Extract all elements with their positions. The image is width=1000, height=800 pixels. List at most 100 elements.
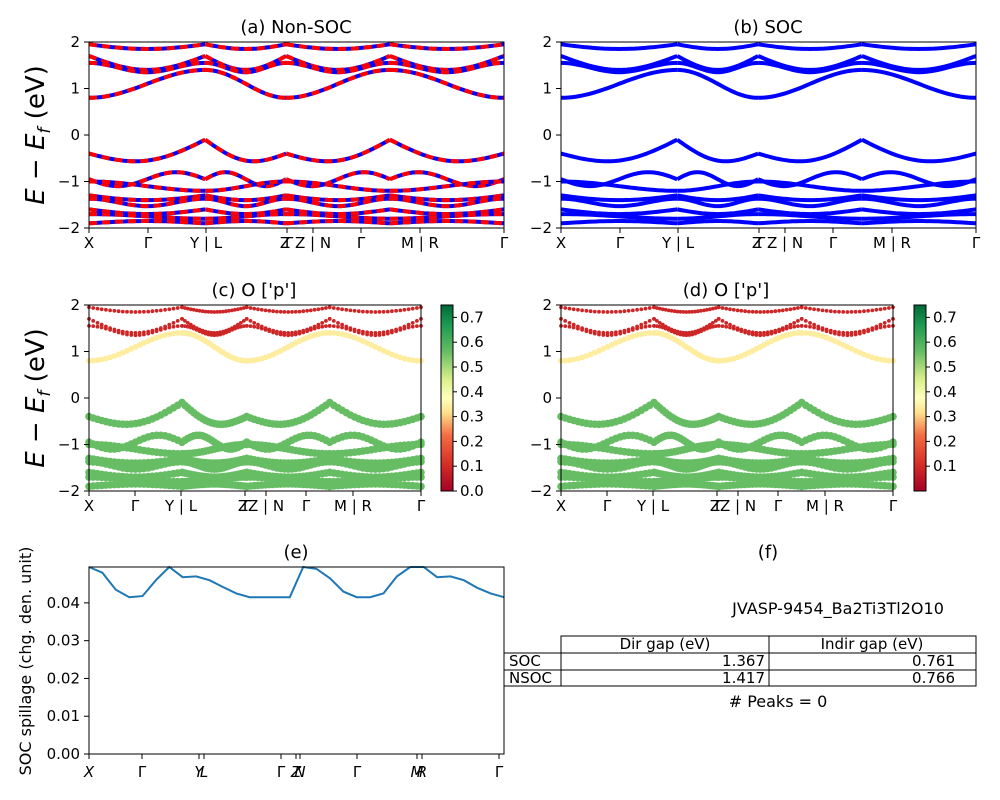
band-line-dashed	[389, 67, 505, 100]
projection-dot	[639, 325, 644, 330]
projection-dot	[808, 324, 812, 329]
xtick-label: Γ	[715, 497, 724, 515]
band-line-dashed	[389, 207, 505, 217]
panel-c-yticks: 2 1 0 −1 −2	[58, 296, 89, 500]
cbar-tick-label: 0.2	[460, 432, 484, 450]
band-line-dashed	[88, 207, 206, 217]
cbar-tick-label: 0.6	[460, 333, 484, 351]
projection-dot	[747, 309, 751, 314]
projection-dot	[796, 319, 800, 323]
projection-dot	[120, 309, 125, 314]
projection-dot	[326, 330, 333, 336]
band-line-dashed	[205, 212, 287, 221]
projection-dot	[398, 328, 403, 332]
xtick-label: Γ	[357, 234, 366, 252]
projection-dot	[259, 326, 264, 331]
projection-dot	[630, 308, 635, 313]
projection-dot	[639, 322, 644, 327]
projection-dot	[188, 322, 193, 327]
projection-dot	[841, 333, 846, 337]
xtick-label: X	[84, 497, 94, 515]
projection-dot	[735, 328, 740, 332]
projection-dot	[849, 310, 854, 314]
colorbar-d-ticks: 0.7 0.6 0.5 0.4 0.3 0.2 0.1	[926, 308, 957, 475]
projection-dot	[390, 309, 394, 314]
band-line	[676, 138, 759, 164]
projection-dot	[773, 330, 778, 335]
band-line-dashed	[88, 42, 206, 52]
xtick-label: Y | L	[661, 234, 695, 252]
projection-dot	[120, 331, 125, 336]
projection-dot	[713, 306, 718, 310]
projection-dot	[212, 333, 217, 338]
row-soc-dir: 1.367	[722, 652, 765, 670]
projection-dot	[191, 307, 196, 312]
peaks-count: # Peaks = 0	[729, 692, 828, 711]
projection-dot	[614, 332, 618, 337]
band-line	[861, 196, 977, 209]
projection-dot	[678, 309, 683, 314]
band-line	[758, 179, 862, 193]
projection-dot	[99, 307, 104, 312]
projection-dot	[108, 328, 112, 332]
ytick-label: 0.03	[47, 632, 80, 650]
projection-dot	[792, 306, 797, 311]
projection-dot	[259, 307, 264, 312]
projection-dot	[142, 309, 146, 314]
ytick-label: 0	[542, 389, 552, 407]
band-line-dashed	[285, 54, 391, 72]
spillage-line	[88, 565, 505, 599]
projection-dot	[862, 330, 866, 335]
band-line-dashed	[389, 193, 505, 203]
band-line	[676, 42, 759, 52]
projection-dot	[705, 326, 709, 331]
projection-dot	[710, 321, 715, 325]
projection-dot	[385, 309, 390, 314]
band-line	[560, 42, 678, 52]
band-line	[757, 219, 863, 226]
band-line	[676, 170, 760, 189]
band-line-dashed	[389, 212, 504, 221]
projection-dot	[244, 324, 249, 328]
projection-dot	[175, 319, 180, 323]
projection-dot	[646, 330, 653, 336]
band-line	[677, 67, 759, 100]
projection-dot	[206, 309, 211, 314]
cbar-tick-label: 0.4	[933, 383, 957, 401]
band-line-dashed	[286, 179, 390, 193]
band-line	[861, 219, 977, 226]
projection-dot	[271, 309, 275, 314]
projection-dot	[716, 317, 721, 321]
projection-dot	[180, 324, 184, 328]
projection-dot	[278, 309, 283, 314]
projection-dot	[324, 319, 328, 323]
projection-dot	[605, 310, 610, 314]
xtick-label: Z	[280, 234, 290, 252]
projection-dot	[365, 309, 369, 314]
projection-dot	[870, 328, 875, 332]
projection-dot	[663, 307, 668, 312]
band-line-dashed	[205, 196, 287, 209]
cbar-tick-label: 0.0	[460, 482, 484, 500]
projection-dot	[716, 324, 721, 328]
panel-d-dots	[557, 305, 897, 491]
projection-dot	[862, 309, 866, 314]
projection-dot	[203, 331, 208, 336]
band-line	[676, 54, 760, 72]
projection-dot	[724, 306, 729, 311]
xtick-label: Γ	[353, 763, 362, 781]
projection-dot	[845, 333, 850, 338]
projection-dot	[652, 305, 656, 310]
projection-dot	[409, 357, 416, 364]
projection-dot	[125, 332, 129, 337]
projection-dot	[171, 306, 176, 311]
projection-dot	[635, 307, 639, 312]
projection-dot	[824, 308, 829, 313]
projection-dot	[233, 307, 237, 312]
panel-a-bands	[88, 42, 505, 226]
projection-dot	[696, 309, 700, 314]
projection-dot	[137, 310, 142, 314]
projection-dot	[361, 309, 365, 314]
